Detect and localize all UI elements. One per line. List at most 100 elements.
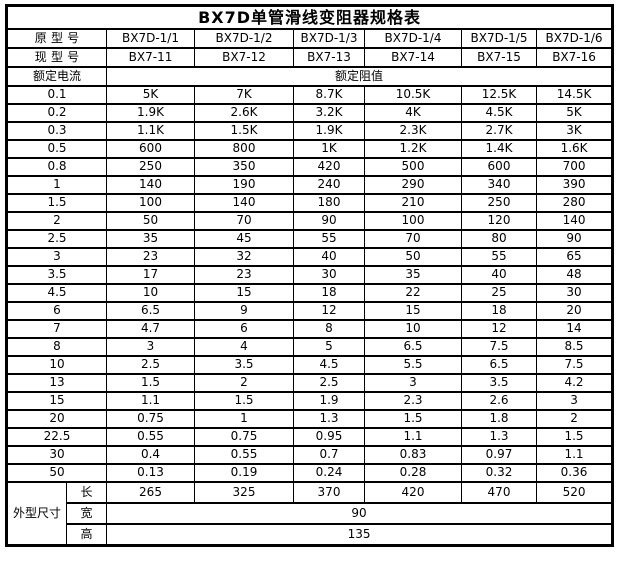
table-row: 0.1 5K 7K 8.7K 10.5K 12.5K 14.5K [6, 85, 614, 105]
current-cell: 50 [6, 463, 107, 483]
resistance-cell: 65 [535, 247, 614, 267]
table-row: 4.5 10 15 18 22 25 30 [6, 283, 614, 303]
current-cell: 0.1 [6, 85, 107, 105]
current-cell: 22.5 [6, 427, 107, 447]
resistance-cell: 6.5 [461, 355, 537, 375]
resistance-cell: 0.83 [364, 445, 462, 465]
resistance-cell: 6 [194, 319, 294, 339]
resistance-cell: 800 [194, 139, 294, 159]
table-row: 7 4.7 6 8 10 12 14 [6, 319, 614, 339]
spec-table: BX7D单管滑线变阻器规格表 原型号 BX7D-1/1 BX7D-1/2 BX7… [5, 4, 615, 547]
table-title: BX7D单管滑线变阻器规格表 [5, 4, 614, 30]
new-model-label: 现型号 [6, 47, 107, 68]
resistance-cell: 30 [293, 265, 365, 285]
table-row: 3.5 17 23 30 35 40 48 [6, 265, 614, 285]
resistance-cell: 15 [194, 283, 294, 303]
table-row: 0.8 250 350 420 500 600 700 [6, 157, 614, 177]
resistance-cell: 290 [364, 175, 462, 195]
resistance-cell: 0.4 [106, 445, 195, 465]
table-row: 3 23 32 40 50 55 65 [6, 247, 614, 267]
resistance-cell: 3K [535, 121, 614, 141]
current-cell: 30 [6, 445, 107, 465]
resistance-cell: 6.5 [364, 337, 462, 357]
resistance-cell: 1.1 [364, 427, 462, 447]
current-cell: 3 [6, 247, 107, 267]
table-row: 10 2.5 3.5 4.5 5.5 6.5 7.5 [6, 355, 614, 375]
height-cell: 135 [105, 523, 614, 547]
old-model-cell: BX7D-1/5 [461, 28, 537, 49]
resistance-cell: 55 [461, 247, 537, 267]
dim-length-row: 外型尺寸 长 265 325 370 420 470 520 [6, 481, 614, 547]
resistance-cell: 2 [535, 409, 614, 429]
resistance-cell: 8.7K [293, 85, 365, 105]
resistance-cell: 1.1 [106, 391, 195, 411]
length-cell: 325 [194, 481, 294, 504]
resistance-cell: 12.5K [461, 85, 537, 105]
length-cell: 265 [106, 481, 195, 504]
resistance-cell: 1.8 [461, 409, 537, 429]
resistance-cell: 20 [535, 301, 614, 321]
resistance-cell: 1.9K [106, 103, 195, 123]
table-row: 15 1.1 1.5 1.9 2.3 2.6 3 [6, 391, 614, 411]
resistance-cell: 5K [106, 85, 195, 105]
resistance-cell: 340 [461, 175, 537, 195]
current-cell: 2.5 [6, 229, 107, 249]
new-model-row: 现型号 BX7-11 BX7-12 BX7-13 BX7-14 BX7-15 B… [6, 47, 614, 68]
resistance-cell: 1.5 [194, 391, 294, 411]
table-row: 8 3 4 5 6.5 7.5 8.5 [6, 337, 614, 357]
resistance-cell: 90 [293, 211, 365, 231]
resistance-cell: 1.9K [293, 121, 365, 141]
table-row: 0.5 600 800 1K 1.2K 1.4K 1.6K [6, 139, 614, 159]
resistance-cell: 600 [461, 157, 537, 177]
resistance-cell: 0.19 [194, 463, 294, 483]
resistance-cell: 12 [461, 319, 537, 339]
resistance-cell: 10 [106, 283, 195, 303]
resistance-cell: 7.5 [461, 337, 537, 357]
resistance-cell: 1.5K [194, 121, 294, 141]
resistance-cell: 0.13 [106, 463, 195, 483]
current-cell: 13 [6, 373, 107, 393]
resistance-cell: 700 [535, 157, 614, 177]
resistance-cell: 12 [293, 301, 365, 321]
resistance-cell: 2 [194, 373, 294, 393]
table-row: 2.5 35 45 55 70 80 90 [6, 229, 614, 249]
resistance-cell: 210 [364, 193, 462, 213]
resistance-cell: 250 [461, 193, 537, 213]
resistance-cell: 3 [364, 373, 462, 393]
resistance-cell: 6.5 [106, 301, 195, 321]
resistance-cell: 10.5K [364, 85, 462, 105]
resistance-cell: 5 [293, 337, 365, 357]
new-model-cell: BX7-16 [535, 47, 614, 68]
resistance-cell: 4 [194, 337, 294, 357]
current-cell: 3.5 [6, 265, 107, 285]
resistance-cell: 500 [364, 157, 462, 177]
resistance-cell: 0.95 [293, 427, 365, 447]
dimensions-group-label: 外型尺寸 [6, 481, 67, 547]
resistance-cell: 8.5 [535, 337, 614, 357]
resistance-cell: 48 [535, 265, 614, 285]
resistance-cell: 0.7 [293, 445, 365, 465]
resistance-cell: 120 [461, 211, 537, 231]
table-row: 22.5 0.55 0.75 0.95 1.1 1.3 1.5 [6, 427, 614, 447]
current-cell: 0.3 [6, 121, 107, 141]
resistance-cell: 600 [106, 139, 195, 159]
new-model-cell: BX7-11 [106, 47, 195, 68]
resistance-cell: 23 [194, 265, 294, 285]
resistance-cell: 1.3 [293, 409, 365, 429]
resistance-cell: 4.2 [535, 373, 614, 393]
resistance-cell: 14.5K [535, 85, 614, 105]
resistance-cell: 1 [194, 409, 294, 429]
table-row: 30 0.4 0.55 0.7 0.83 0.97 1.1 [6, 445, 614, 465]
resistance-cell: 35 [106, 229, 195, 249]
resistance-cell: 9 [194, 301, 294, 321]
table-row: 6 6.5 9 12 15 18 20 [6, 301, 614, 321]
rated-current-label: 额定电流 [6, 66, 107, 87]
table-row: 1.5 100 140 180 210 250 280 [6, 193, 614, 213]
resistance-cell: 40 [293, 247, 365, 267]
resistance-cell: 7K [194, 85, 294, 105]
resistance-cell: 2.3K [364, 121, 462, 141]
resistance-cell: 18 [293, 283, 365, 303]
resistance-cell: 35 [364, 265, 462, 285]
resistance-cell: 190 [194, 175, 294, 195]
table-row: 50 0.13 0.19 0.24 0.28 0.32 0.36 [6, 463, 614, 483]
